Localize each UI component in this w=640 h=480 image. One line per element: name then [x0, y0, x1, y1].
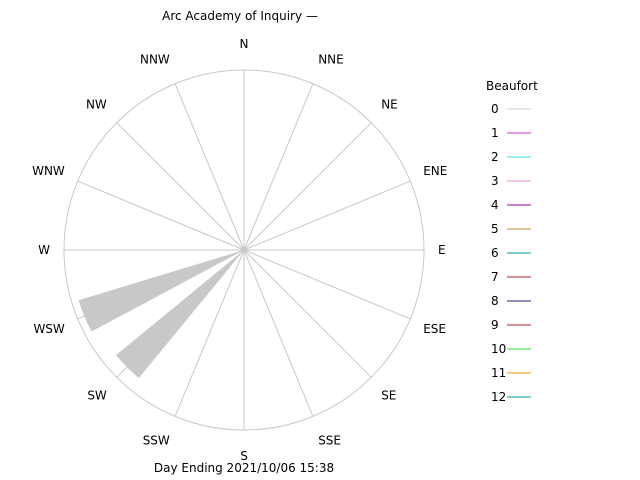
petal-wsw: [78, 250, 244, 332]
spoke-ene: [243, 180, 411, 251]
direction-label-wsw: WSW: [33, 322, 64, 336]
spoke-nnw: [174, 83, 245, 251]
direction-label-e: E: [438, 243, 446, 257]
direction-label-sse: SSE: [318, 433, 341, 447]
legend-label-9: 9: [491, 318, 499, 332]
legend-label-2: 2: [491, 150, 499, 164]
spoke-sse: [243, 249, 314, 417]
direction-label-ene: ENE: [423, 164, 447, 178]
direction-label-ssw: SSW: [143, 433, 170, 447]
spoke-ne: [243, 122, 372, 251]
legend-title: Beaufort: [486, 79, 538, 93]
direction-label-nne: NNE: [318, 53, 344, 67]
rose-petals: [78, 250, 244, 378]
legend-label-6: 6: [491, 246, 499, 260]
legend-label-10: 10: [491, 342, 506, 356]
spoke-nne: [243, 83, 314, 251]
direction-label-wnw: WNW: [32, 164, 65, 178]
direction-label-s: S: [240, 449, 248, 463]
direction-label-n: N: [240, 37, 249, 51]
spoke-ese: [243, 249, 411, 320]
chart-footer: Day Ending 2021/10/06 15:38: [154, 461, 334, 475]
spoke-se: [243, 249, 372, 378]
spoke-ssw: [174, 249, 245, 417]
chart-title: Arc Academy of Inquiry —: [162, 9, 318, 23]
spoke-wnw: [77, 180, 245, 251]
direction-label-nnw: NNW: [140, 53, 170, 67]
direction-label-sw: SW: [87, 389, 107, 403]
legend-label-8: 8: [491, 294, 499, 308]
legend-label-7: 7: [491, 270, 499, 284]
petal-sw: [116, 250, 244, 378]
direction-label-ne: NE: [381, 97, 398, 111]
direction-labels: N NNE NE ENE E ESE SE SSE S SSW SW WSW W WNW NW NNW: [32, 37, 447, 463]
direction-label-se: SE: [381, 389, 396, 403]
legend-label-5: 5: [491, 222, 499, 236]
direction-label-ese: ESE: [423, 322, 446, 336]
legend-label-11: 11: [491, 366, 506, 380]
direction-label-w: W: [38, 243, 50, 257]
direction-label-nw: NW: [86, 97, 107, 111]
spoke-nw: [116, 122, 245, 251]
legend-label-3: 3: [491, 174, 499, 188]
legend-label-12: 12: [491, 390, 506, 404]
legend-label-1: 1: [491, 126, 499, 140]
legend-label-0: 0: [491, 102, 499, 116]
legend-label-4: 4: [491, 198, 499, 212]
